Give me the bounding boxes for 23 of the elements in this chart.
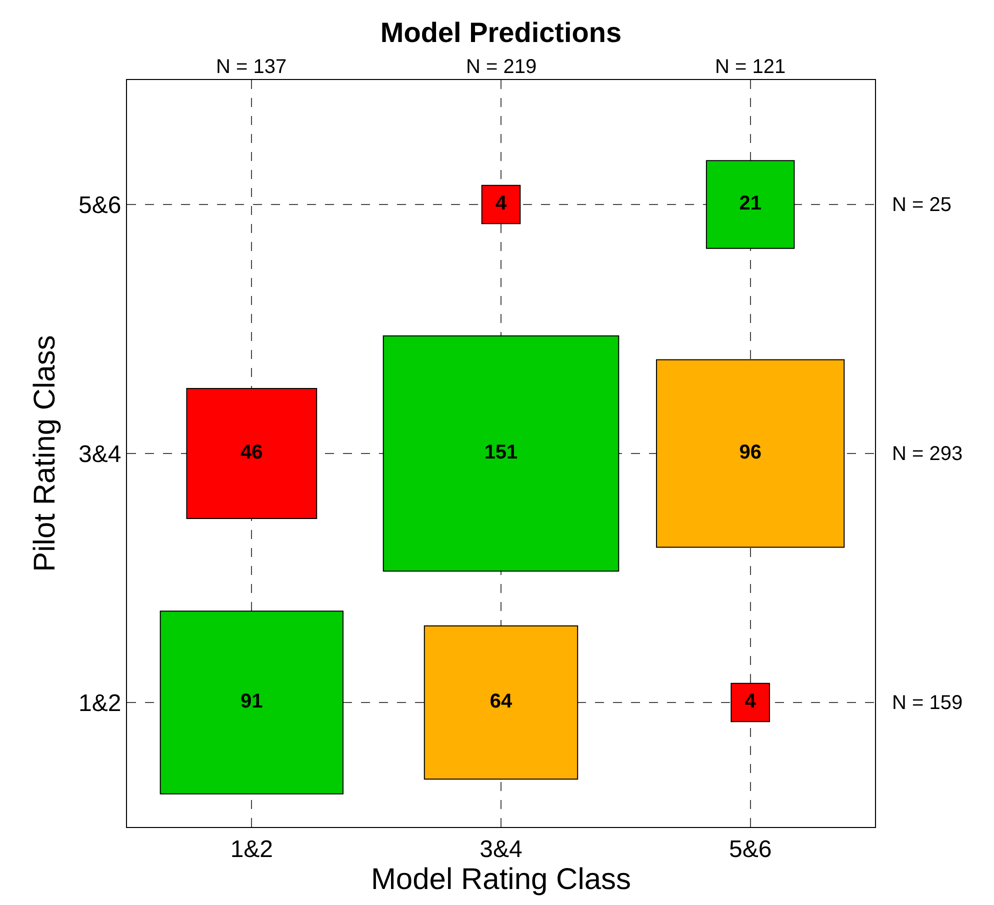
text: N = 137: [216, 56, 287, 78]
y-tick-label: 1&2: [78, 690, 122, 717]
text: N = 121: [715, 56, 786, 78]
data-label: 46: [240, 442, 263, 464]
y2-tick-label: N = 159: [892, 692, 963, 714]
chart-title: Model Predictions: [380, 17, 622, 48]
x-axis-title: Model Rating Class: [370, 862, 632, 896]
x-tick-label: 1&2: [230, 836, 274, 863]
data-label: 91: [240, 690, 263, 712]
y2-tick-label: N = 25: [892, 194, 952, 216]
data-label: 64: [490, 690, 513, 712]
y-tick-label: 3&4: [78, 440, 122, 468]
data-label: 4: [744, 690, 757, 712]
data-label: 4: [495, 192, 508, 214]
y-axis-title: Pilot Rating Class: [28, 335, 62, 572]
x-tick-label: 3&4: [480, 836, 522, 863]
y-tick-label: 5&6: [78, 192, 122, 219]
y2-tick-label: N = 293: [892, 443, 963, 465]
x-tick-label: 5&6: [728, 836, 772, 863]
data-label: 96: [739, 442, 762, 464]
data-label: 21: [739, 192, 762, 214]
text: N = 219: [466, 56, 537, 78]
data-label: 151: [484, 442, 518, 464]
